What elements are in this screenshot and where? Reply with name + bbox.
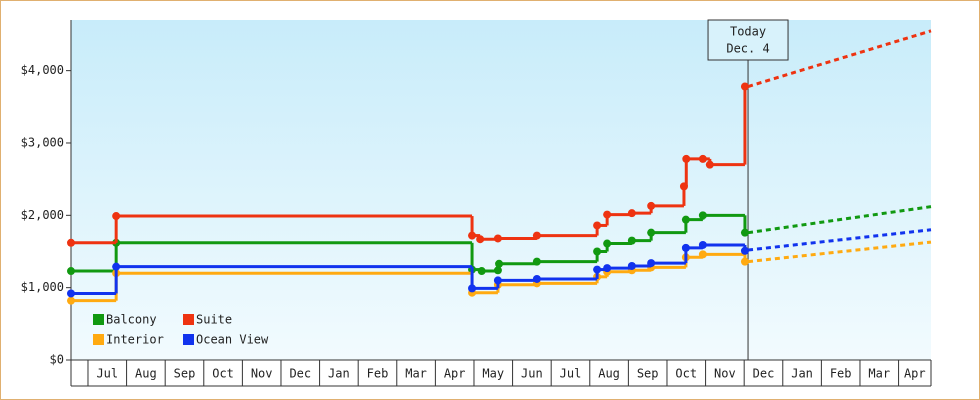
point	[532, 257, 541, 266]
today-box	[707, 19, 789, 61]
forecast-line	[747, 228, 932, 252]
x-tick-label: Sep	[174, 367, 196, 381]
point	[603, 210, 612, 219]
point	[603, 239, 612, 248]
point	[532, 231, 541, 240]
point	[593, 221, 602, 230]
legend-swatch	[183, 334, 194, 345]
point	[593, 265, 602, 274]
point	[647, 228, 656, 237]
y-tick-label: $4,000	[21, 63, 64, 77]
y-tick-label: $2,000	[21, 208, 64, 222]
point	[679, 182, 688, 191]
x-tick-label: Nov	[251, 367, 273, 381]
point	[698, 250, 707, 259]
point	[67, 296, 75, 305]
point	[740, 257, 749, 266]
point	[476, 235, 485, 244]
x-tick-label: Jul	[560, 367, 582, 381]
legend-label: Suite	[196, 313, 232, 327]
x-tick-label: Apr	[444, 367, 466, 381]
x-tick-label: Jul	[96, 367, 118, 381]
today-label: Dec. 4	[726, 42, 769, 56]
point	[67, 289, 75, 298]
point	[493, 276, 502, 285]
x-tick-label: Mar	[405, 367, 427, 381]
point	[67, 267, 75, 276]
forecast-line	[747, 205, 932, 235]
point	[477, 267, 486, 276]
x-tick-label: Oct	[675, 367, 697, 381]
point	[112, 212, 121, 221]
point	[495, 259, 504, 268]
point	[627, 261, 636, 270]
y-tick-label: $1,000	[21, 280, 64, 294]
point	[532, 274, 541, 283]
x-tick-label: Aug	[598, 367, 620, 381]
point	[647, 201, 656, 210]
legend-swatch	[93, 334, 104, 345]
y-tick-label: $0	[50, 353, 64, 367]
x-tick-label: Apr	[904, 367, 926, 381]
legend-swatch	[93, 314, 104, 325]
point	[593, 247, 602, 256]
point	[705, 160, 714, 169]
x-tick-label: Mar	[868, 367, 890, 381]
point	[681, 243, 690, 252]
point	[67, 238, 75, 247]
point	[603, 264, 612, 273]
point	[627, 209, 636, 218]
point	[112, 262, 121, 271]
legend-label: Ocean View	[196, 333, 269, 347]
point	[493, 266, 502, 275]
forecast-line	[747, 29, 932, 88]
point	[740, 82, 749, 91]
x-tick-label: Aug	[135, 367, 157, 381]
today-label: Today	[730, 25, 766, 39]
point	[682, 154, 691, 163]
plot-area	[71, 20, 931, 360]
x-tick-label: Feb	[367, 367, 389, 381]
x-tick-label: Oct	[212, 367, 234, 381]
point	[681, 215, 690, 224]
point	[627, 236, 636, 245]
point	[698, 240, 707, 249]
x-tick-label: Feb	[830, 367, 852, 381]
point	[647, 259, 656, 268]
x-tick-label: Dec	[289, 367, 311, 381]
point	[468, 231, 477, 240]
point	[698, 154, 707, 163]
point	[493, 234, 502, 243]
point	[740, 228, 749, 237]
forecast-line	[747, 240, 932, 264]
x-tick-label: May	[482, 367, 504, 381]
x-tick-label: Jun	[521, 367, 543, 381]
legend-swatch	[183, 314, 194, 325]
point	[740, 246, 749, 255]
x-tick-label: Sep	[637, 367, 659, 381]
point	[698, 211, 707, 220]
x-tick-label: Jan	[791, 367, 813, 381]
legend-label: Interior	[106, 333, 164, 347]
x-tick-label: Dec	[753, 367, 775, 381]
x-tick-label: Jan	[328, 367, 350, 381]
point	[468, 284, 477, 293]
y-tick-label: $3,000	[21, 135, 64, 149]
x-tick-label: Nov	[714, 367, 736, 381]
legend-label: Balcony	[106, 313, 157, 327]
